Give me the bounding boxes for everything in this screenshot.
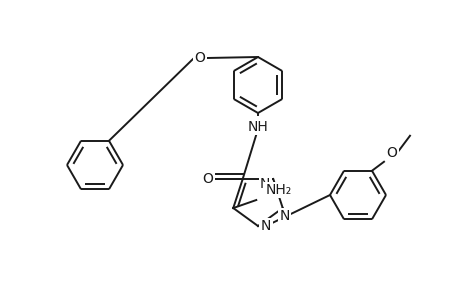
Text: O: O (194, 51, 205, 65)
Text: O: O (202, 172, 213, 186)
Text: N: N (260, 219, 271, 233)
Text: N: N (259, 177, 270, 191)
Text: NH₂: NH₂ (264, 183, 291, 197)
Text: NH: NH (247, 120, 268, 134)
Text: N: N (279, 209, 289, 223)
Text: O: O (386, 146, 397, 160)
